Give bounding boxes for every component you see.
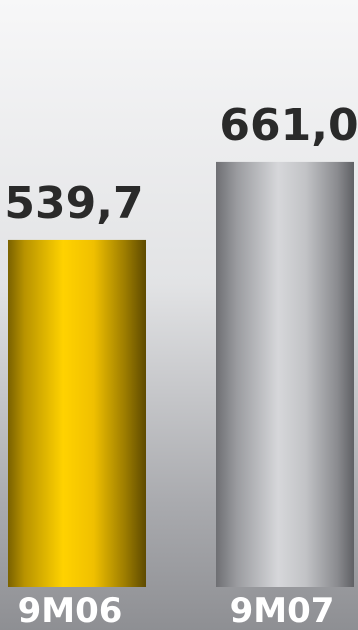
value-label-9m06: 539,7 <box>4 178 143 229</box>
category-label-9m07: 9M07 <box>230 591 335 630</box>
value-label-9m07: 661,0 <box>219 100 358 151</box>
category-label-9m06: 9M06 <box>18 591 123 630</box>
bar-9m07 <box>216 161 354 588</box>
bar-9m06 <box>8 239 146 587</box>
